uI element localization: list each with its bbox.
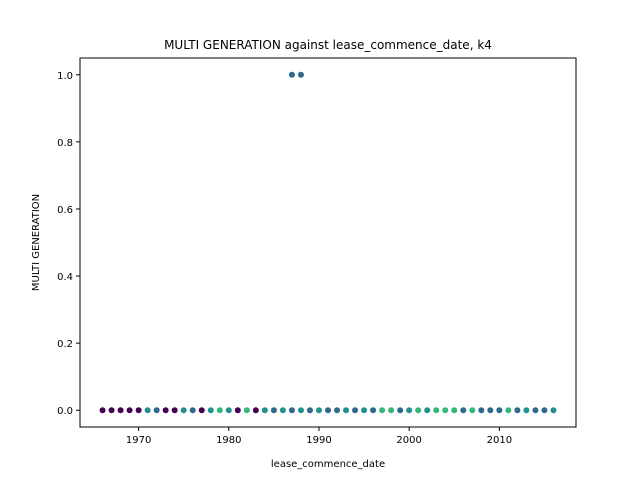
data-point <box>234 407 241 414</box>
data-point <box>370 407 377 414</box>
data-point <box>415 407 422 414</box>
data-point <box>424 407 431 414</box>
data-point <box>478 407 485 414</box>
data-point <box>252 407 259 414</box>
data-point <box>550 407 557 414</box>
y-ticks: 0.0 0.2 0.4 0.6 0.8 1.0 <box>57 71 80 417</box>
data-point <box>505 407 512 414</box>
data-point <box>451 407 458 414</box>
data-point <box>397 407 404 414</box>
chart-title: MULTI GENERATION against lease_commence_… <box>164 38 492 52</box>
data-point <box>487 407 494 414</box>
data-point <box>261 407 268 414</box>
data-point <box>541 407 548 414</box>
data-point <box>243 407 250 414</box>
points-layer <box>99 71 557 414</box>
x-tick-label: 1990 <box>306 435 331 446</box>
y-tick-label: 0.4 <box>57 272 73 283</box>
y-tick-label: 1.0 <box>57 71 73 82</box>
x-ticks: 1970 1980 1990 2000 2010 <box>126 427 512 446</box>
y-tick-label: 0.6 <box>57 205 73 216</box>
data-point <box>352 407 359 414</box>
data-point <box>126 407 133 414</box>
data-point <box>225 407 232 414</box>
data-point <box>343 407 350 414</box>
data-point <box>171 407 178 414</box>
data-point <box>288 71 295 78</box>
data-point <box>189 407 196 414</box>
data-point <box>117 407 124 414</box>
x-tick-label: 2010 <box>487 435 512 446</box>
data-point <box>198 407 205 414</box>
data-point <box>297 71 304 78</box>
data-point <box>306 407 313 414</box>
data-point <box>279 407 286 414</box>
data-point <box>270 407 277 414</box>
data-point <box>315 407 322 414</box>
x-axis-label: lease_commence_date <box>271 459 385 470</box>
y-tick-label: 0.2 <box>57 339 73 350</box>
data-point <box>288 407 295 414</box>
plot-frame <box>79 57 577 428</box>
x-tick-label: 1970 <box>126 435 151 446</box>
data-point <box>99 407 106 414</box>
data-point <box>325 407 331 414</box>
data-point <box>379 407 386 414</box>
data-point <box>433 407 440 414</box>
data-point <box>361 407 368 414</box>
data-point <box>442 407 449 414</box>
x-tick-label: 1980 <box>216 435 241 446</box>
data-point <box>162 407 169 414</box>
data-point <box>334 407 341 414</box>
data-point <box>523 407 530 414</box>
y-axis-label: MULTI GENERATION <box>31 194 42 291</box>
data-point <box>153 407 160 414</box>
data-point <box>135 407 142 414</box>
data-point <box>144 407 151 414</box>
data-point <box>180 407 187 414</box>
data-point <box>460 407 467 414</box>
data-point <box>514 407 521 414</box>
data-point <box>108 407 115 414</box>
data-point <box>216 407 223 414</box>
data-point <box>297 407 304 414</box>
data-point <box>469 407 476 414</box>
y-tick-label: 0.8 <box>57 138 73 149</box>
data-point <box>532 407 539 414</box>
data-point <box>207 407 214 414</box>
data-point <box>388 407 395 414</box>
data-point <box>406 407 413 414</box>
x-tick-label: 2000 <box>396 435 421 446</box>
y-tick-label: 0.0 <box>57 406 73 417</box>
data-point <box>496 407 503 414</box>
